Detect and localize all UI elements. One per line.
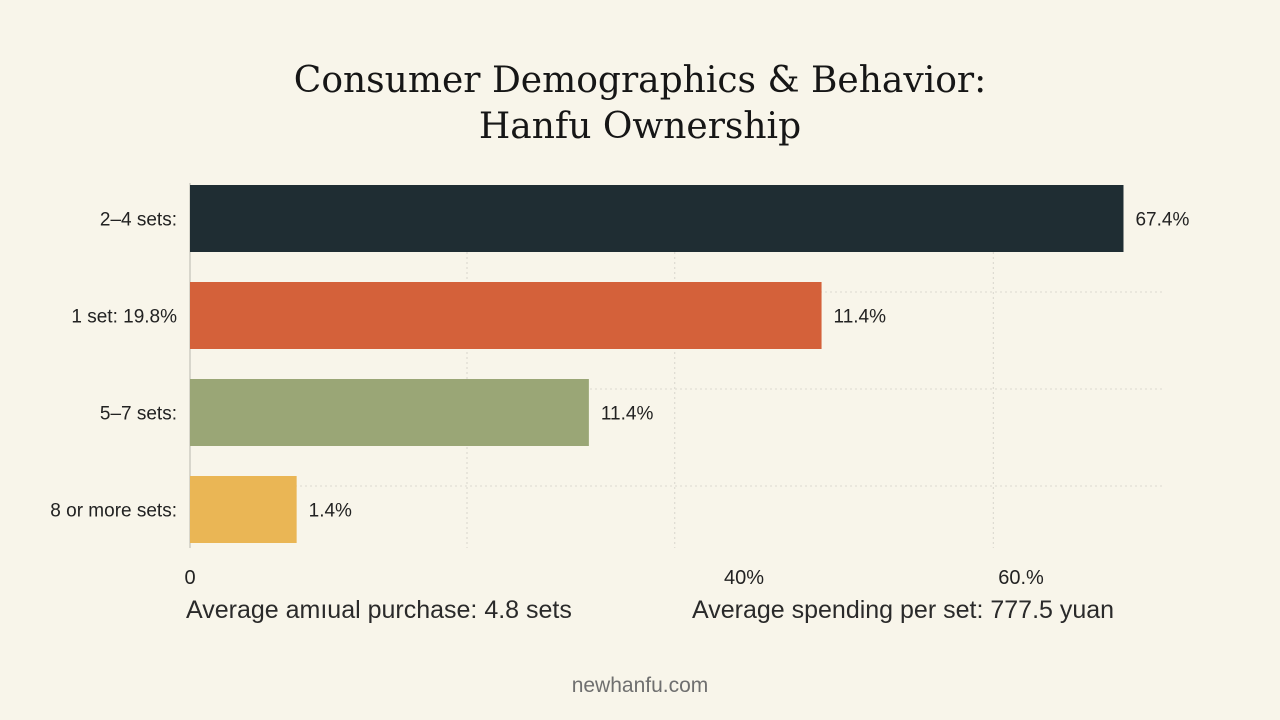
bar-4 bbox=[190, 476, 297, 543]
x-tick-label-1: 0 bbox=[184, 567, 195, 589]
chart-title-line-2: Hanfu Ownership bbox=[478, 106, 802, 147]
bar-1 bbox=[190, 185, 1124, 252]
category-label-1: 2–4 sets: bbox=[100, 210, 177, 231]
category-label-3: 5–7 sets: bbox=[100, 404, 177, 425]
x-tick-label-2: 40% bbox=[724, 567, 764, 589]
value-label-4: 1.4% bbox=[309, 501, 352, 522]
x-tick-label-3: 60.% bbox=[998, 567, 1044, 589]
value-label-2: 11.4% bbox=[834, 307, 887, 328]
bar-chart: 2–4 sets: 67.4% 1 set: 19.8% 11.4% 5–7 sets:… bbox=[50, 183, 1189, 589]
source-credit: newhanfu.com bbox=[571, 674, 709, 697]
gridlines bbox=[190, 252, 1165, 548]
x-axis-ticks: 0 40% 60.% bbox=[184, 567, 1044, 589]
category-label-2: 1 set: 19.8% bbox=[71, 307, 177, 328]
chart-title: Consumer Demographics & Behavior: Hanfu … bbox=[0, 58, 1280, 150]
category-label-4: 8 or more sets: bbox=[50, 501, 177, 522]
average-spending-note: Average spending per set: 777.5 yuan bbox=[692, 596, 1115, 624]
bar-3 bbox=[190, 379, 589, 446]
bars: 2–4 sets: 67.4% 1 set: 19.8% 11.4% 5–7 sets:… bbox=[50, 185, 1189, 543]
value-label-3: 11.4% bbox=[601, 404, 654, 425]
bar-2 bbox=[190, 282, 822, 349]
average-annual-purchase-note: Average amıual purchase: 4.8 sets bbox=[186, 596, 572, 624]
chart-title-line-1: Consumer Demographics & Behavior: bbox=[293, 60, 987, 101]
value-label-1: 67.4% bbox=[1135, 210, 1189, 231]
